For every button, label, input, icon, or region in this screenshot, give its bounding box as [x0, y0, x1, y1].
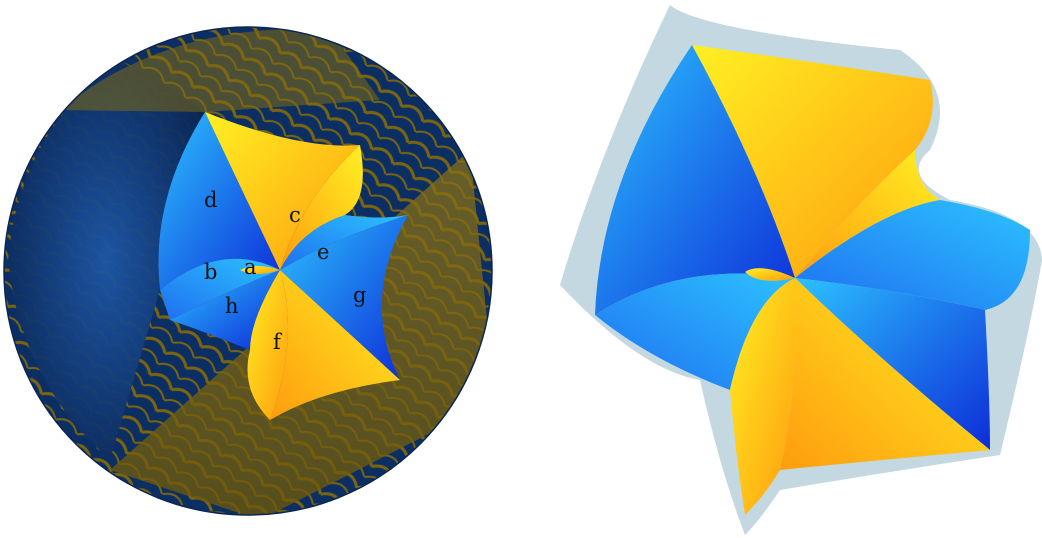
piece-center-petal	[745, 268, 795, 281]
disk-boundary	[3, 26, 493, 516]
piece-left-blue	[595, 45, 795, 315]
disk-olive-top	[60, 29, 380, 112]
region-d	[158, 112, 280, 290]
region-b	[160, 258, 280, 320]
piece-bottom-orange	[780, 278, 990, 470]
region-f	[247, 270, 288, 420]
region-f-right	[270, 270, 400, 420]
piece-top-yellow	[692, 45, 933, 278]
disk-navy-fan	[8, 60, 205, 460]
hyperbolic-disk: d c e b a g h f	[3, 26, 493, 516]
piece-left-blue-lower	[595, 273, 795, 390]
embedded-polygon	[560, 5, 1042, 535]
region-a	[240, 266, 280, 274]
region-c	[205, 112, 360, 270]
piece-top-yellow-inner	[795, 150, 940, 278]
label-a: a	[244, 255, 257, 279]
region-e	[280, 215, 408, 270]
label-e: e	[317, 240, 329, 264]
region-g	[280, 215, 408, 380]
label-h: h	[225, 294, 239, 318]
piece-right-deep-blue	[795, 278, 990, 450]
label-c: c	[289, 203, 301, 227]
label-g: g	[353, 283, 366, 307]
piece-right-blue	[795, 200, 1030, 310]
label-f: f	[273, 330, 283, 354]
region-c-inner	[280, 145, 363, 270]
label-d: d	[204, 188, 217, 212]
label-b: b	[204, 260, 217, 284]
region-h	[170, 270, 280, 350]
piece-bottom-yellow	[730, 278, 796, 515]
fundamental-polygon	[158, 112, 408, 420]
